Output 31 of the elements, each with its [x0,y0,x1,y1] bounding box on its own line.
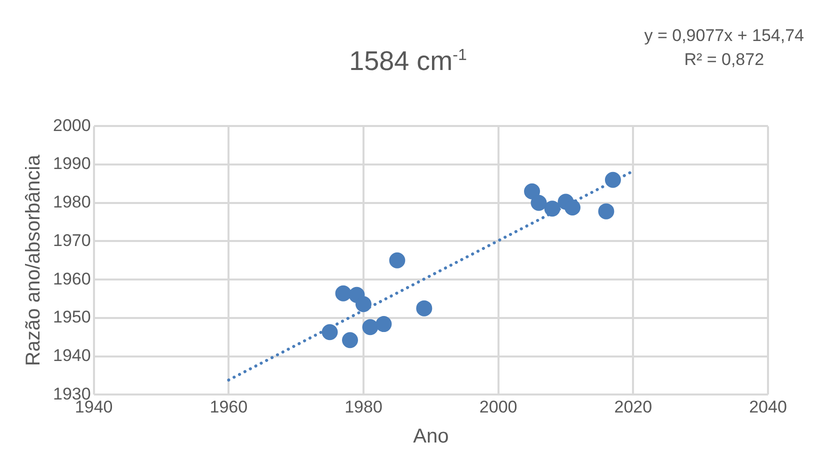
y-axis-title: Razão ano/absorbância [22,154,45,366]
y-tick-label: 1960 [52,269,91,288]
point [342,332,358,348]
point [524,183,540,200]
point [376,316,392,332]
x-tick-label: 2040 [749,397,787,416]
point [322,324,338,340]
y-tick-label: 1980 [52,192,91,212]
point [604,172,621,188]
text: R² = 0,872 [683,49,766,71]
point [598,203,614,220]
y-tick-label: 1950 [52,308,91,327]
text: y = 0,9077x + 154,74 [644,25,804,47]
point [355,296,372,312]
point [530,194,547,211]
y-tick-label: 1970 [52,230,91,250]
x-tick-label: 1980 [344,397,382,416]
y-tick-label: 2000 [52,116,91,135]
point [416,300,432,316]
y-tick-label: 1990 [52,154,91,174]
y-tick-label: 1940 [52,346,91,365]
point [335,285,352,302]
point [362,319,378,336]
x-tick-label: 2020 [614,397,652,416]
point [544,200,560,217]
x-tick-label: 2000 [479,397,518,416]
x-axis-title: Ano [413,426,449,448]
x-tick-label: 1960 [210,397,248,416]
point [389,252,406,268]
point [564,199,580,216]
chart-title: 1584 cm$^{-1}$ [349,46,467,76]
